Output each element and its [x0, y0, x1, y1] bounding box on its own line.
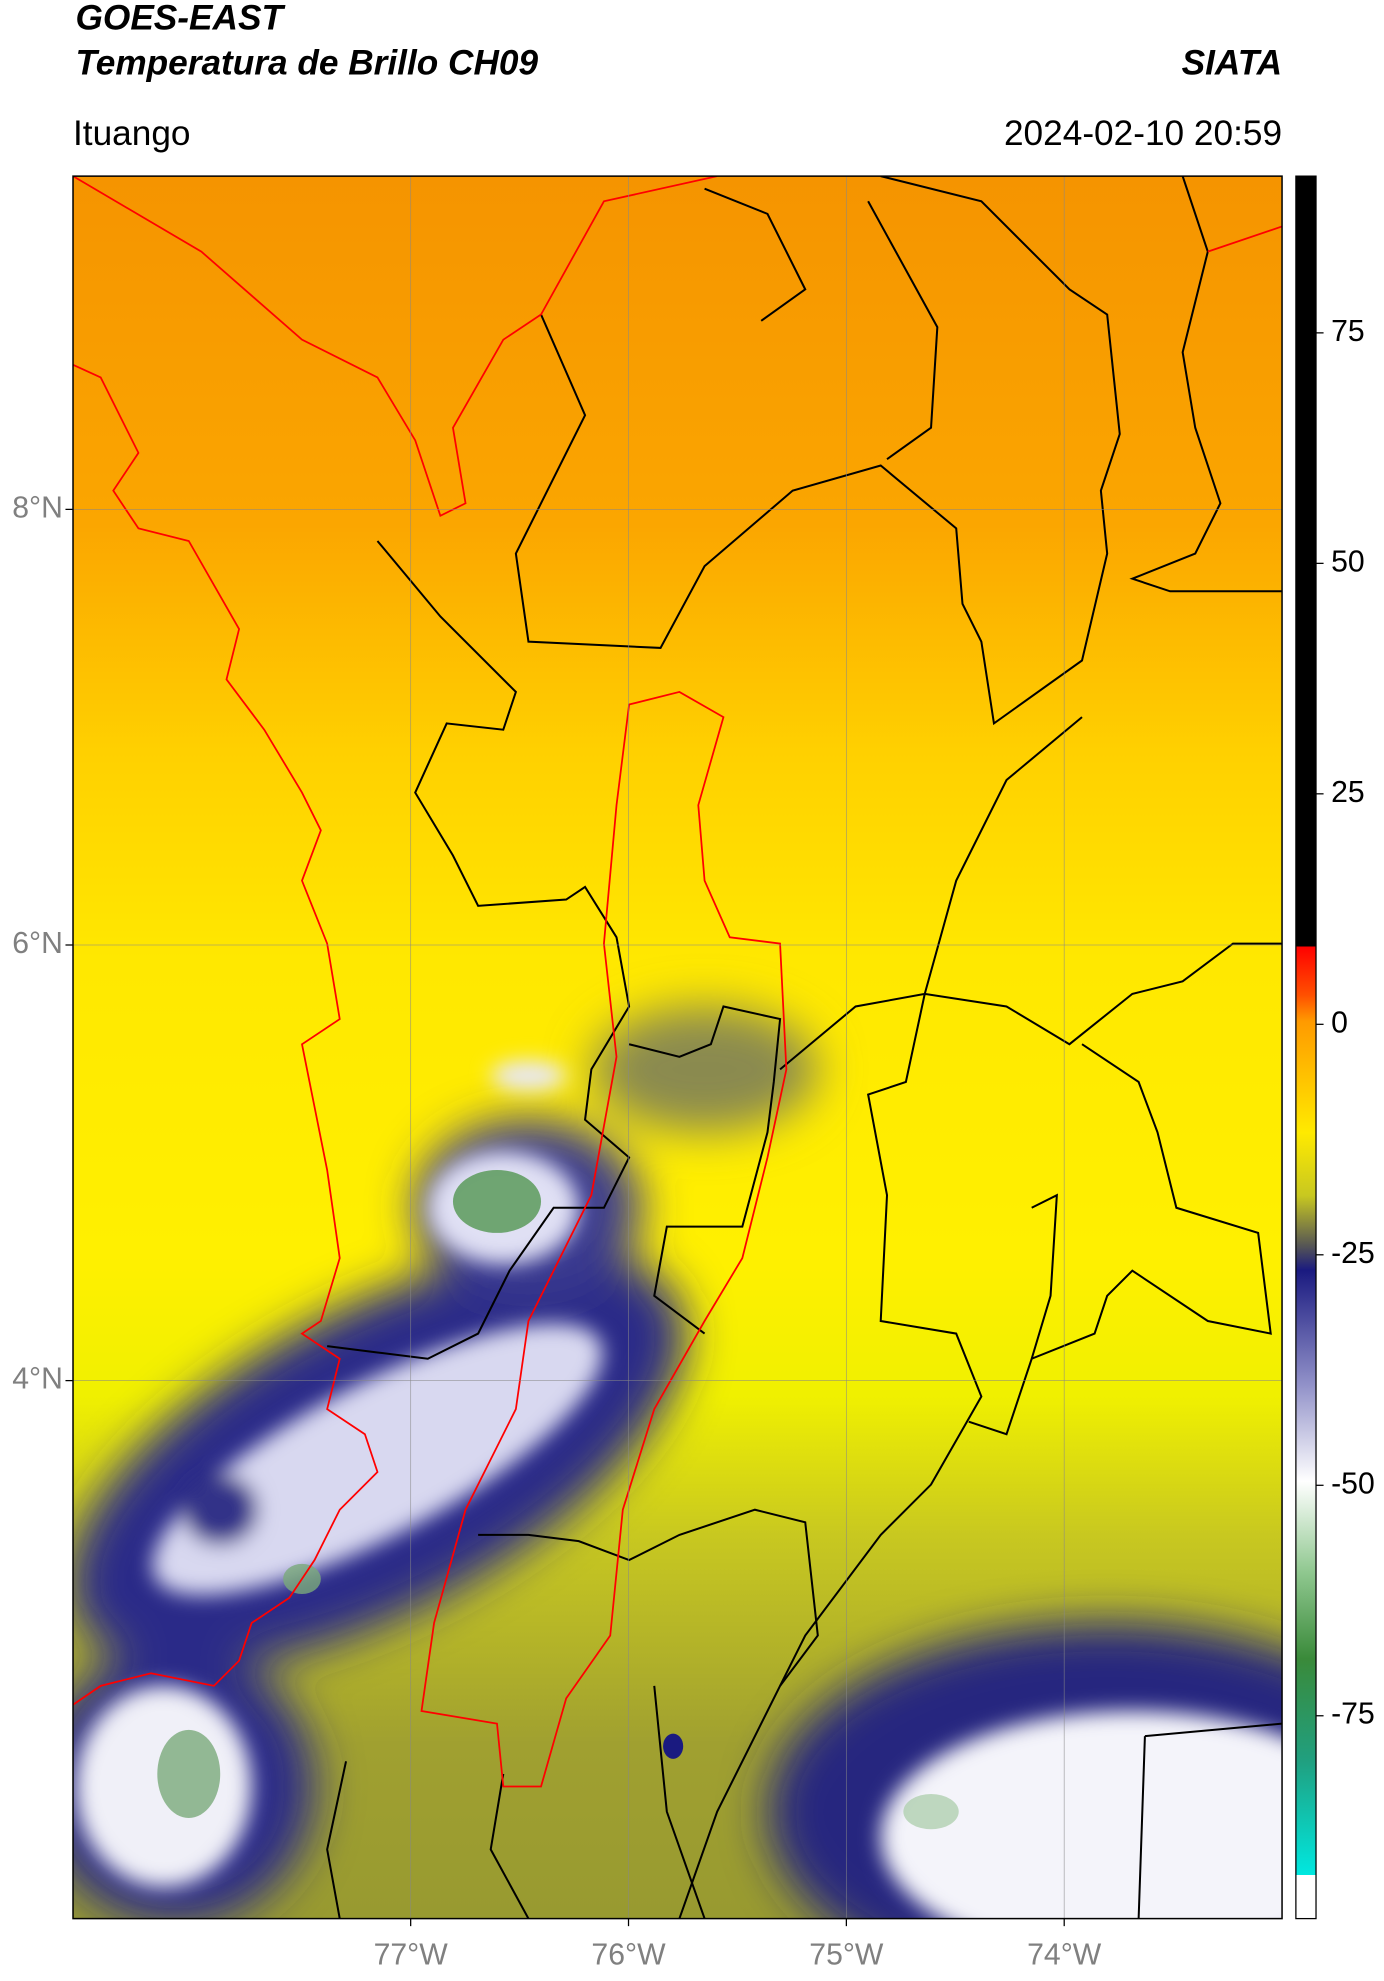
title-line1: GOES-EAST — [76, 0, 286, 37]
cold-spots — [157, 1170, 959, 1830]
border — [678, 716, 1283, 1919]
border — [1129, 176, 1283, 593]
border — [968, 1043, 1272, 1436]
borders — [326, 176, 1283, 1919]
y-tick-label: 6°N — [12, 927, 63, 960]
border — [326, 1508, 1283, 1919]
colorbar — [1295, 175, 1317, 1920]
border — [628, 1005, 782, 1335]
location: Ituango — [73, 114, 191, 153]
title-line2: Temperatura de Brillo CH09 — [76, 44, 539, 83]
colorbar-tick-label: -25 — [1331, 1237, 1375, 1270]
y-tick-label: 8°N — [12, 491, 63, 524]
source: SIATA — [1182, 44, 1282, 83]
border — [514, 176, 1121, 726]
map-frame — [72, 175, 1283, 1920]
colorbar-tick-label: 0 — [1331, 1006, 1348, 1039]
x-tick-label: 77°W — [374, 1938, 449, 1971]
x-tick-label: 76°W — [591, 1938, 666, 1971]
watershed-outline — [420, 691, 788, 1788]
y-tick-label: 4°N — [12, 1363, 63, 1396]
border — [704, 187, 939, 461]
datetime: 2024-02-10 20:59 — [1004, 114, 1282, 153]
graticule — [73, 176, 1283, 1919]
colorbar-tick-label: 50 — [1331, 545, 1365, 578]
colorbar-tick-label: 25 — [1331, 776, 1365, 809]
x-tick-label: 75°W — [809, 1938, 884, 1971]
x-tick-label: 74°W — [1027, 1938, 1102, 1971]
ticks: 77°W 76°W 75°W 74°W 4°N 6°N 8°N 75 50 25 0 -25 -50 -7… — [12, 315, 1374, 1971]
colorbar-tick-label: -75 — [1331, 1698, 1375, 1731]
colorbar-tick-label: 75 — [1331, 315, 1365, 348]
map — [73, 176, 1283, 1919]
coastline — [73, 364, 379, 1706]
border — [327, 540, 631, 1360]
colorbar-tick-label: -50 — [1331, 1467, 1375, 1500]
